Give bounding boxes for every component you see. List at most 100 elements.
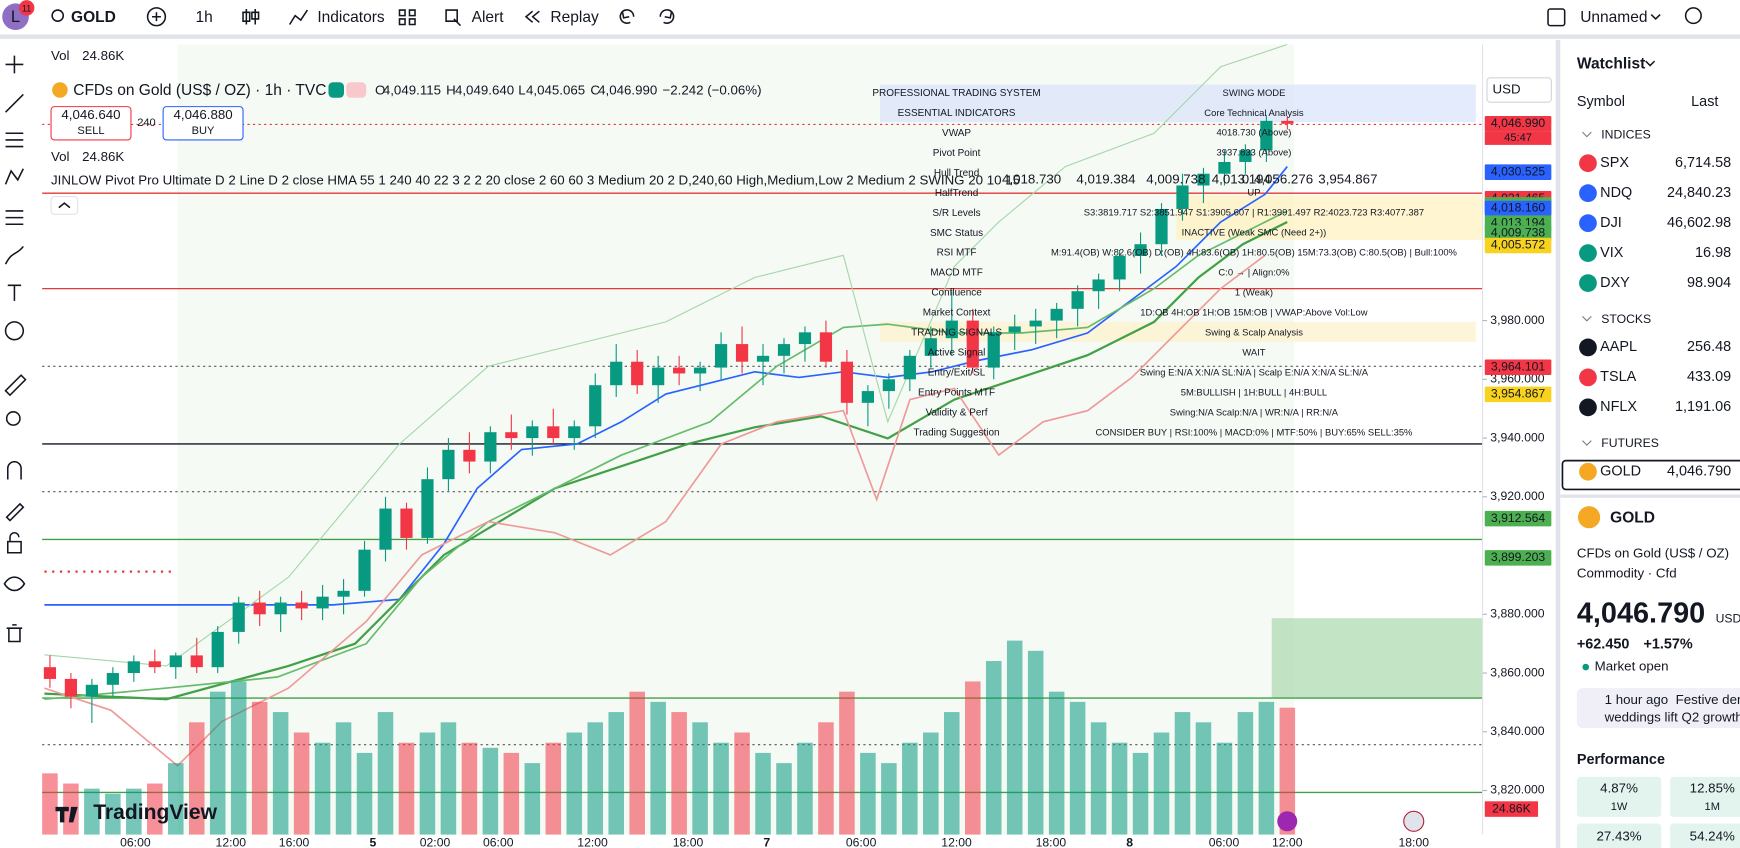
measure-tool[interactable] xyxy=(4,374,27,397)
volume-bar xyxy=(545,742,562,835)
panel-label: Validity & Perf xyxy=(926,408,988,419)
panel-label: SMC Status xyxy=(930,228,983,239)
x-tick-label: 06:00 xyxy=(483,836,514,848)
undo[interactable] xyxy=(619,9,635,24)
volume-bar xyxy=(188,722,205,835)
candle-body xyxy=(1134,244,1147,256)
indicator-line xyxy=(44,43,1288,667)
candle-body xyxy=(106,673,119,685)
candle-body xyxy=(694,367,707,374)
indicator-value: 0 xyxy=(1242,171,1249,186)
perf-box xyxy=(1670,823,1740,848)
candle-body xyxy=(1176,185,1189,209)
event-marker[interactable] xyxy=(1277,811,1298,832)
volume-bar xyxy=(944,712,960,835)
buy-button[interactable] xyxy=(162,106,244,141)
watch-last: 1,191.06 xyxy=(1675,399,1731,415)
badge xyxy=(18,0,35,16)
replay-icon[interactable] xyxy=(524,10,540,23)
magnet-tool[interactable] xyxy=(6,460,22,480)
symbol: GOLD xyxy=(71,9,116,26)
symbol-icon xyxy=(1579,184,1597,203)
x-tick-label: 18:00 xyxy=(1399,836,1430,848)
indicators-icon[interactable] xyxy=(288,9,309,25)
cross-tool[interactable] xyxy=(5,55,24,74)
x-tick-label: 18:00 xyxy=(1036,836,1067,848)
brush-tool[interactable] xyxy=(4,245,24,265)
line-tool[interactable] xyxy=(4,93,24,113)
candle-body xyxy=(924,338,937,356)
section-chevron[interactable] xyxy=(1582,440,1592,446)
candle-body xyxy=(1029,320,1042,327)
vol-value: 24.86K xyxy=(82,149,124,164)
chevron[interactable] xyxy=(1645,60,1656,67)
watchlist-title: Watchlist xyxy=(1577,56,1645,73)
detail-symbol: GOLD xyxy=(1610,509,1655,526)
volume-bar xyxy=(482,747,499,835)
volume-bar xyxy=(524,763,541,835)
symbol-icon xyxy=(1579,154,1597,173)
indicator-value: 4,056.276 xyxy=(1254,171,1313,186)
currency-select[interactable] xyxy=(1486,77,1552,103)
y-tick-label: 3,840.000 xyxy=(1490,724,1544,738)
icon-tool[interactable] xyxy=(4,321,25,341)
detail-name: CFDs on Gold (US$ / OZ) xyxy=(1577,545,1729,560)
candle-body xyxy=(903,355,916,380)
panel-label: Entry/Exit/SL xyxy=(928,368,986,379)
volume-bar xyxy=(356,752,373,835)
candle-body xyxy=(1113,255,1126,280)
alert-icon[interactable] xyxy=(445,9,462,27)
event-marker[interactable] xyxy=(1403,810,1425,832)
watch-symbol: VIX xyxy=(1600,245,1624,261)
redo[interactable] xyxy=(659,9,675,24)
text-tool[interactable] xyxy=(7,284,22,301)
selected-row[interactable] xyxy=(1561,459,1740,491)
column-header: Symbol xyxy=(1577,94,1625,110)
quick-search[interactable] xyxy=(1684,7,1702,25)
sell-price: 4,046.640 xyxy=(61,107,120,122)
candle-body xyxy=(484,432,497,462)
chevron[interactable] xyxy=(1650,13,1661,21)
layout-icon[interactable] xyxy=(1547,8,1566,27)
volume-badge-bg xyxy=(1484,801,1539,817)
volume-bar xyxy=(440,722,457,835)
panel-value: INACTIVE (Weak SMC (Need 2+)) xyxy=(1182,227,1327,238)
stay-drawing[interactable] xyxy=(5,502,25,522)
price-badge xyxy=(1484,225,1552,242)
volume-bar xyxy=(692,722,708,835)
volume-bar xyxy=(1048,691,1065,835)
news-text: Festive dem xyxy=(1676,692,1740,707)
x-tick-label: 02:00 xyxy=(420,836,451,848)
logo-mark xyxy=(55,806,78,823)
watch-symbol: TSLA xyxy=(1600,369,1636,385)
templates[interactable] xyxy=(398,9,416,26)
sell-button[interactable] xyxy=(50,106,132,141)
countdown: 45:47 xyxy=(1504,132,1532,144)
fib-tool[interactable] xyxy=(5,132,24,148)
search-icon[interactable] xyxy=(51,9,65,22)
trash-tool[interactable] xyxy=(6,624,23,643)
forecast-tool[interactable] xyxy=(5,210,24,226)
zoom-tool[interactable] xyxy=(5,411,21,426)
symbol-icon xyxy=(1579,398,1597,417)
x-tick-label: 7 xyxy=(763,836,770,848)
add-symbol[interactable] xyxy=(146,7,167,27)
candle-body xyxy=(652,367,665,386)
section-chevron[interactable] xyxy=(1582,131,1592,138)
layout-name: Unnamed xyxy=(1580,9,1647,26)
hide-tool[interactable] xyxy=(3,576,26,592)
pattern-tool[interactable] xyxy=(4,168,24,185)
perf-value: 12.85% xyxy=(1690,781,1735,796)
chart-type[interactable] xyxy=(242,8,260,25)
lock-tool[interactable] xyxy=(6,531,22,554)
watch-last: 46,602.98 xyxy=(1667,215,1731,231)
symbol-icon xyxy=(1579,274,1597,292)
news-box[interactable] xyxy=(1576,688,1740,729)
collapse-button[interactable] xyxy=(50,195,79,215)
candle-body xyxy=(421,479,434,538)
section-chevron[interactable] xyxy=(1582,315,1592,322)
section-name: STOCKS xyxy=(1601,312,1651,326)
candle-body xyxy=(1239,150,1252,162)
candle-body xyxy=(379,508,392,550)
volume-bar xyxy=(419,732,436,835)
